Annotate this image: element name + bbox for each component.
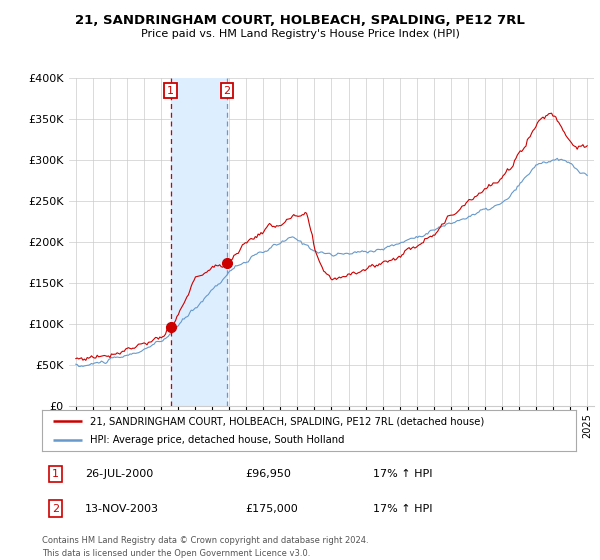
Bar <box>171 78 227 406</box>
Text: 2: 2 <box>52 503 59 514</box>
Text: This data is licensed under the Open Government Licence v3.0.: This data is licensed under the Open Gov… <box>42 549 310 558</box>
Text: HPI: Average price, detached house, South Holland: HPI: Average price, detached house, Sout… <box>90 435 344 445</box>
Text: 17% ↑ HPI: 17% ↑ HPI <box>373 469 433 479</box>
Text: £96,950: £96,950 <box>245 469 291 479</box>
Text: 1: 1 <box>167 86 174 96</box>
Text: 26-JUL-2000: 26-JUL-2000 <box>85 469 153 479</box>
Text: 21, SANDRINGHAM COURT, HOLBEACH, SPALDING, PE12 7RL (detached house): 21, SANDRINGHAM COURT, HOLBEACH, SPALDIN… <box>90 417 484 426</box>
Text: 2: 2 <box>223 86 230 96</box>
Text: Contains HM Land Registry data © Crown copyright and database right 2024.: Contains HM Land Registry data © Crown c… <box>42 536 368 545</box>
Text: Price paid vs. HM Land Registry's House Price Index (HPI): Price paid vs. HM Land Registry's House … <box>140 29 460 39</box>
Text: 1: 1 <box>52 469 59 479</box>
Text: 13-NOV-2003: 13-NOV-2003 <box>85 503 159 514</box>
Text: £175,000: £175,000 <box>245 503 298 514</box>
Text: 21, SANDRINGHAM COURT, HOLBEACH, SPALDING, PE12 7RL: 21, SANDRINGHAM COURT, HOLBEACH, SPALDIN… <box>75 14 525 27</box>
Text: 17% ↑ HPI: 17% ↑ HPI <box>373 503 433 514</box>
